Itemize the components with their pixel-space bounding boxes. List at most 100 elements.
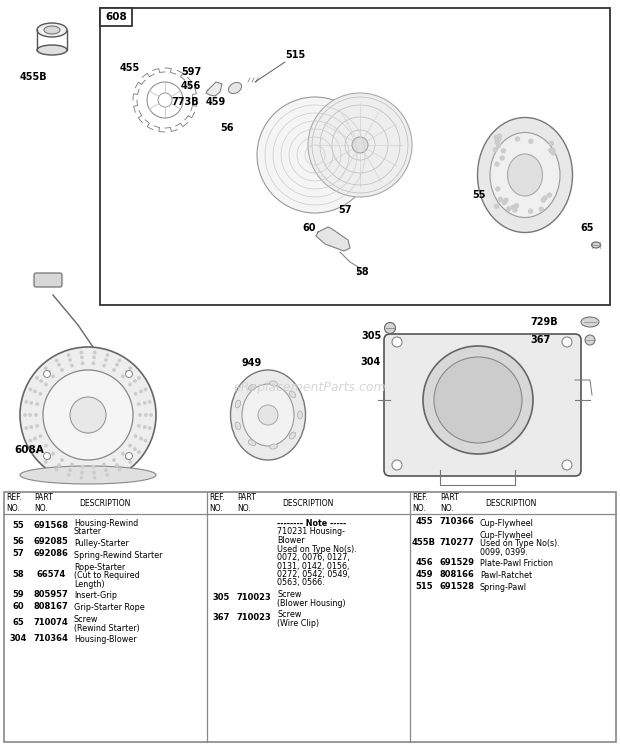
Circle shape bbox=[45, 461, 47, 463]
Circle shape bbox=[384, 322, 396, 333]
Text: DESCRIPTION: DESCRIPTION bbox=[79, 498, 130, 507]
Text: Length): Length) bbox=[74, 580, 105, 589]
Text: 459: 459 bbox=[415, 570, 433, 579]
Circle shape bbox=[500, 156, 504, 160]
Text: 692086: 692086 bbox=[33, 550, 68, 559]
Text: 456: 456 bbox=[181, 81, 202, 91]
Circle shape bbox=[585, 335, 595, 345]
Circle shape bbox=[502, 149, 505, 153]
Circle shape bbox=[497, 134, 502, 138]
Text: 57: 57 bbox=[338, 205, 352, 215]
Ellipse shape bbox=[242, 384, 294, 446]
Circle shape bbox=[81, 472, 83, 474]
Text: eReplacementParts.com: eReplacementParts.com bbox=[234, 382, 386, 394]
Circle shape bbox=[138, 403, 140, 405]
Circle shape bbox=[139, 414, 141, 416]
Text: 710277: 710277 bbox=[440, 538, 474, 547]
Text: Screw: Screw bbox=[277, 610, 301, 619]
Ellipse shape bbox=[490, 132, 560, 217]
Circle shape bbox=[36, 425, 38, 427]
Ellipse shape bbox=[37, 45, 67, 55]
Text: 455B: 455B bbox=[20, 72, 48, 82]
Text: 60: 60 bbox=[302, 223, 316, 233]
Circle shape bbox=[134, 448, 136, 450]
Circle shape bbox=[39, 393, 42, 395]
Circle shape bbox=[93, 356, 95, 359]
Circle shape bbox=[61, 459, 63, 461]
Circle shape bbox=[392, 337, 402, 347]
Circle shape bbox=[495, 205, 498, 208]
Circle shape bbox=[24, 414, 26, 416]
Circle shape bbox=[125, 452, 133, 460]
Circle shape bbox=[45, 367, 47, 369]
Circle shape bbox=[497, 137, 501, 141]
Polygon shape bbox=[206, 82, 222, 96]
Text: 691529: 691529 bbox=[440, 558, 474, 567]
Circle shape bbox=[116, 464, 118, 466]
Circle shape bbox=[148, 401, 151, 403]
Circle shape bbox=[122, 452, 124, 455]
Ellipse shape bbox=[231, 370, 306, 460]
Bar bbox=[100, 8, 610, 305]
Circle shape bbox=[134, 379, 136, 382]
Circle shape bbox=[52, 375, 55, 377]
Ellipse shape bbox=[290, 432, 296, 439]
Circle shape bbox=[140, 390, 142, 393]
Circle shape bbox=[55, 359, 58, 362]
Circle shape bbox=[126, 457, 128, 459]
Text: 459: 459 bbox=[206, 97, 226, 107]
Circle shape bbox=[48, 371, 50, 373]
Text: 57: 57 bbox=[12, 550, 24, 559]
Text: 455: 455 bbox=[120, 63, 140, 73]
Text: Cup-Flywheel: Cup-Flywheel bbox=[480, 531, 534, 540]
Text: (Rewind Starter): (Rewind Starter) bbox=[74, 624, 140, 633]
Text: (Blower Housing): (Blower Housing) bbox=[277, 598, 345, 608]
Circle shape bbox=[36, 451, 38, 453]
Text: 710074: 710074 bbox=[33, 618, 68, 627]
Circle shape bbox=[25, 427, 27, 429]
Circle shape bbox=[504, 199, 508, 202]
Circle shape bbox=[116, 364, 118, 366]
Circle shape bbox=[513, 208, 517, 212]
Circle shape bbox=[129, 383, 131, 385]
Bar bbox=[4, 492, 616, 742]
Circle shape bbox=[105, 469, 107, 472]
Circle shape bbox=[140, 437, 142, 440]
Circle shape bbox=[258, 405, 278, 425]
Circle shape bbox=[512, 205, 515, 209]
Text: Housing-Blower: Housing-Blower bbox=[74, 635, 136, 644]
Ellipse shape bbox=[235, 422, 241, 430]
Circle shape bbox=[498, 197, 502, 202]
Text: 710366: 710366 bbox=[440, 518, 474, 527]
Text: 367: 367 bbox=[530, 335, 551, 345]
Circle shape bbox=[145, 414, 147, 416]
Circle shape bbox=[494, 148, 497, 152]
Text: 56: 56 bbox=[220, 123, 234, 133]
Circle shape bbox=[144, 402, 146, 404]
Ellipse shape bbox=[423, 346, 533, 454]
Circle shape bbox=[497, 144, 500, 148]
Circle shape bbox=[68, 354, 69, 356]
Text: 608A: 608A bbox=[14, 445, 44, 455]
Ellipse shape bbox=[228, 83, 242, 94]
Text: 58: 58 bbox=[355, 267, 369, 277]
Text: Used on Type No(s).: Used on Type No(s). bbox=[277, 545, 356, 554]
Circle shape bbox=[118, 469, 121, 471]
Ellipse shape bbox=[270, 444, 278, 449]
Circle shape bbox=[129, 461, 131, 463]
Text: 0131, 0142, 0156,: 0131, 0142, 0156, bbox=[277, 562, 350, 571]
Circle shape bbox=[138, 425, 140, 427]
Text: 515: 515 bbox=[415, 582, 433, 591]
Circle shape bbox=[549, 141, 554, 145]
Text: Spring-Pawl: Spring-Pawl bbox=[480, 583, 527, 592]
Text: 55: 55 bbox=[472, 190, 485, 200]
Circle shape bbox=[113, 369, 115, 371]
Circle shape bbox=[515, 204, 518, 208]
Text: Insert-Grip: Insert-Grip bbox=[74, 591, 117, 600]
Text: 691568: 691568 bbox=[33, 522, 68, 530]
Text: 59: 59 bbox=[12, 590, 24, 599]
Text: Plate-Pawl Friction: Plate-Pawl Friction bbox=[480, 559, 553, 568]
Circle shape bbox=[543, 196, 547, 200]
FancyBboxPatch shape bbox=[34, 273, 62, 287]
Circle shape bbox=[93, 472, 95, 474]
